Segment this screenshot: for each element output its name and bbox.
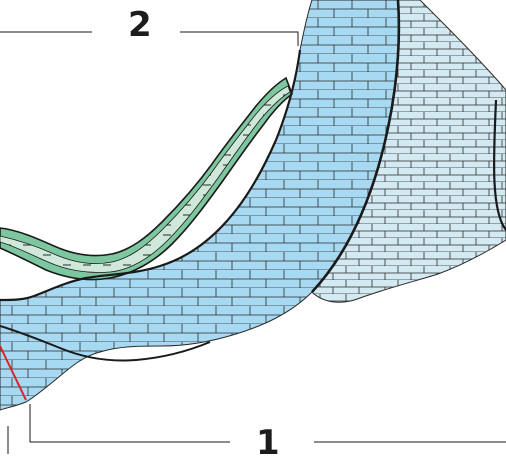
fault-line [0,345,27,401]
contact-line [492,99,506,231]
pale-green-layer [0,85,291,273]
marker-2-leader [0,31,299,46]
contact-line [0,325,211,362]
contact-line [311,0,401,293]
marker-1-label: 1 [256,423,280,463]
marker-1-leader [7,404,506,454]
contact-line [0,49,302,302]
marker-2-label: 2 [128,5,152,45]
